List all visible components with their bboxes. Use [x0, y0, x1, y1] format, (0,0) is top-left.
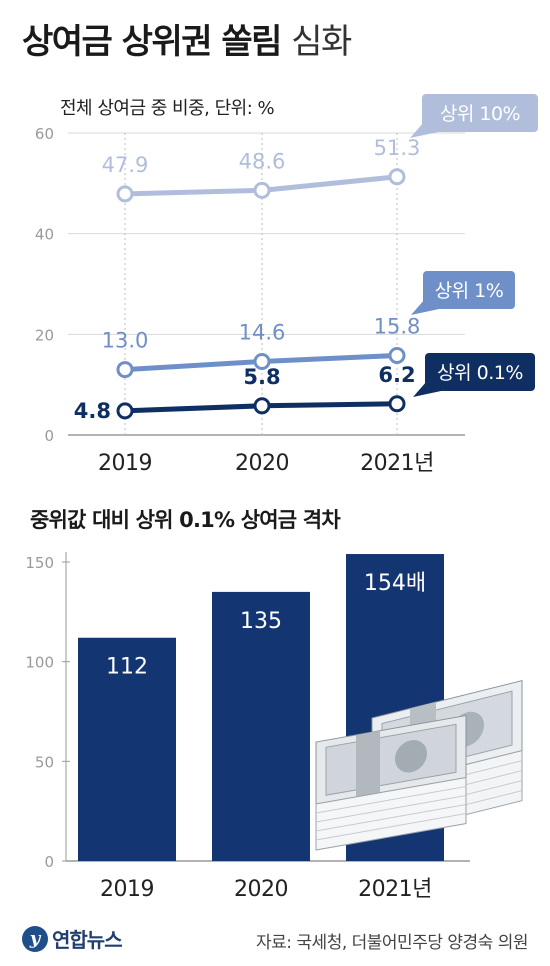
legend-pointer	[411, 299, 439, 315]
legend-label: 상위 0.1%	[437, 362, 523, 384]
page-title: 상여금 상위권 쏠림 심화	[22, 14, 352, 63]
legend-pointer	[410, 122, 438, 138]
data-label: 15.8	[374, 314, 421, 338]
data-label: 6.2	[378, 363, 415, 387]
data-label: 13.0	[102, 329, 149, 353]
bar-value-label: 154배	[364, 571, 426, 596]
legend-callout: 상위 10%	[410, 94, 538, 138]
bar	[346, 554, 444, 861]
bar-value-label: 112	[106, 655, 148, 680]
y-tick-label: 150	[25, 554, 54, 572]
legend-label: 상위 1%	[435, 280, 504, 302]
y-tick-label: 100	[25, 654, 54, 672]
bar	[78, 637, 176, 861]
data-point	[253, 353, 271, 371]
legend-label: 상위 10%	[440, 103, 520, 125]
y-tick-label: 20	[35, 326, 54, 344]
data-label: 4.8	[74, 399, 111, 423]
data-point	[116, 361, 134, 379]
bar	[212, 591, 310, 861]
yonhap-logo: y 연합뉴스	[22, 924, 123, 953]
data-label: 47.9	[102, 153, 149, 177]
logo-text: 연합뉴스	[52, 928, 123, 952]
logo-icon: y	[22, 925, 48, 952]
data-point	[253, 181, 271, 199]
legend-box	[423, 271, 515, 309]
y-tick-label: 0	[44, 853, 54, 871]
data-point	[116, 185, 134, 203]
data-point	[116, 402, 134, 420]
x-tick-label: 2020	[234, 877, 288, 902]
legend-pointer	[413, 381, 441, 397]
line-chart: 전체 상여금 중 비중, 단위: % 0 20 40 60 2019 2020 2021년 47…	[35, 94, 538, 476]
x-tick-label: 2021년	[358, 877, 432, 902]
x-tick-label: 2020	[235, 451, 289, 476]
data-label: 5.8	[243, 365, 280, 389]
data-label: 48.6	[239, 149, 286, 173]
bar-value-label: 135	[240, 609, 282, 634]
x-tick-label: 2019	[100, 877, 154, 902]
data-point	[253, 397, 271, 415]
legend-callout: 상위 1%	[411, 271, 515, 315]
legend-box	[422, 94, 538, 132]
data-label: 14.6	[239, 321, 286, 345]
title-light: 심화	[291, 22, 352, 62]
data-point	[388, 346, 406, 364]
line-chart-subtitle: 전체 상여금 중 비중, 단위: %	[60, 98, 274, 119]
legend-box	[425, 353, 535, 391]
y-tick-label: 60	[35, 125, 54, 143]
data-point	[388, 395, 406, 413]
y-tick-label: 50	[35, 753, 54, 771]
x-tick-label: 2021년	[360, 451, 434, 476]
bar-chart-title: 중위값 대비 상위 0.1% 상여금 격차	[30, 508, 341, 532]
title-bold: 상여금 상위권 쏠림	[22, 22, 282, 62]
y-tick-label: 0	[44, 427, 54, 445]
x-tick-label: 2019	[98, 451, 152, 476]
source-note: 자료: 국세청, 더불어민주당 양경숙 의원	[256, 933, 529, 953]
data-label: 51.3	[374, 136, 421, 160]
y-tick-label: 40	[35, 226, 54, 244]
data-point	[388, 168, 406, 186]
legend-callout: 상위 0.1%	[413, 353, 535, 397]
